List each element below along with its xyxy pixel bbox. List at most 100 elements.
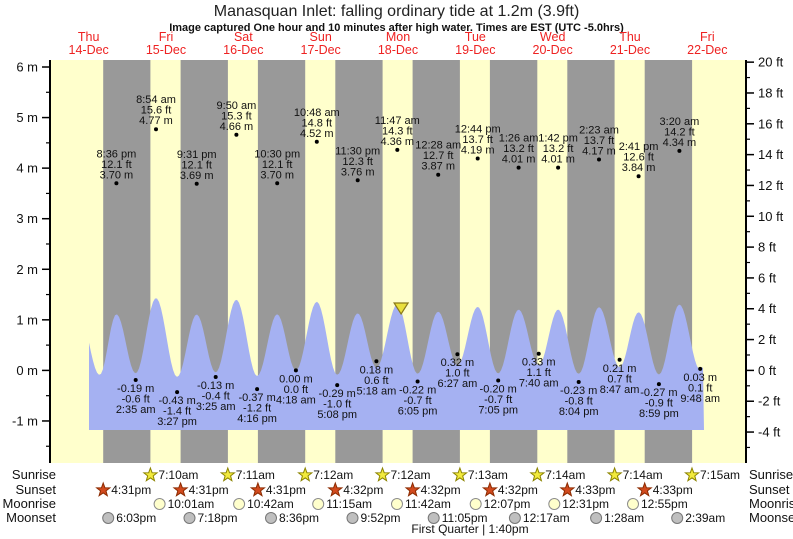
tide-annotation-line: 8:54 am	[136, 94, 176, 106]
tide-annotation-line: 12:28 am	[415, 140, 461, 152]
sunset-icon	[327, 481, 344, 497]
tide-annotation-line: 1:42 pm	[538, 133, 578, 145]
moonrise-icon	[548, 498, 561, 510]
moonrise-time: 11:42am	[405, 497, 451, 511]
tide-annotation-line: 1.1 ft	[526, 367, 550, 379]
sunrise-time: 7:14am	[545, 468, 585, 482]
left-axis-tick-label: 0 m	[16, 363, 38, 378]
day-date: 22-Dec	[687, 43, 727, 57]
day-date: 14-Dec	[69, 43, 109, 57]
tide-annotation-line: 11:47 am	[375, 115, 420, 127]
tide-annotation-line: 4.01 m	[502, 154, 536, 166]
left-axis-tick-label: 6 m	[16, 60, 38, 75]
sunset-time: 4:33pm	[575, 483, 615, 497]
sunrise-event: 7:12am	[297, 466, 353, 482]
day-date: 20-Dec	[533, 43, 573, 57]
moonset-event: 6:03pm	[102, 511, 156, 525]
tide-annotation-line: 3:27 pm	[157, 416, 197, 428]
tide-annotation-line: 4.34 m	[663, 137, 697, 149]
tide-annotation-low: 0.03 m0.1 ft9:48 am	[680, 366, 720, 405]
moonrise-event: 10:42am	[233, 497, 294, 511]
tide-point	[636, 174, 641, 179]
tide-annotation-line: -0.9 ft	[645, 398, 673, 410]
tide-annotation-line: -0.8 ft	[565, 396, 593, 408]
tide-point	[395, 147, 400, 152]
tide-annotation-line: 12.6 ft	[623, 152, 654, 164]
tide-annotation-low: -0.19 m-0.6 ft2:35 am	[116, 378, 156, 416]
moonrise-event: 12:55pm	[627, 497, 688, 511]
tide-point	[234, 132, 239, 137]
tide-point	[335, 383, 340, 388]
moonset-event: 7:18pm	[183, 511, 238, 525]
tide-annotation-line: 3.84 m	[622, 162, 656, 174]
moonrise-time: 10:01am	[168, 497, 215, 511]
tide-annotation-line: 4.19 m	[461, 145, 495, 157]
sunset-event: 4:33pm	[636, 481, 693, 497]
tide-annotation-low: -0.22 m-0.7 ft6:05 pm	[398, 379, 437, 418]
moonset-time: 7:18pm	[198, 511, 238, 525]
moonrise-event: 11:15am	[312, 497, 372, 511]
tide-point	[114, 181, 119, 186]
day-name: Sat	[234, 30, 253, 44]
tide-point	[255, 387, 260, 392]
tide-annotation-line: 8:04 pm	[559, 406, 599, 418]
sunrise-row-label-right: Sunrise	[749, 467, 793, 482]
tide-annotation-line: -0.19 m	[117, 383, 154, 395]
moonset-icon	[102, 512, 115, 524]
sunrise-row-label-left: Sunrise	[11, 467, 56, 482]
sunrise-time: 7:14am	[623, 468, 663, 482]
moonset-icon	[346, 512, 359, 524]
moonrise-event: 12:31pm	[548, 497, 609, 511]
tide-annotation-line: 13.7 ft	[462, 134, 493, 146]
tide-annotation-line: -0.37 m	[238, 392, 275, 404]
tide-annotation-low: -0.43 m-1.4 ft3:27 pm	[157, 390, 197, 428]
tide-annotation-line: -0.23 m	[560, 385, 597, 397]
tide-annotation-line: 12.1 ft	[181, 159, 212, 171]
sunrise-time: 7:15am	[700, 468, 740, 482]
tide-annotation-line: 4.17 m	[582, 146, 616, 158]
tide-annotation-line: 0.18 m	[360, 364, 394, 376]
moonset-time: 6:03pm	[116, 511, 156, 525]
sunset-event: 4:31pm	[249, 481, 306, 497]
moonset-row-label-right: Moonset	[749, 510, 793, 525]
moonset-icon	[590, 512, 603, 524]
tide-annotation-line: 6:27 am	[438, 378, 478, 390]
left-axis-tick-label: 3 m	[16, 211, 38, 226]
sunrise-time: 7:10am	[158, 468, 198, 482]
moonrise-icon	[233, 498, 246, 510]
axes: 6 m 5 m 4 m 3 m 2 m 1 m 0 m -1 m 20 ft 18 ft 16 ft…	[12, 55, 784, 463]
tide-annotation-line: 11:30 pm	[335, 145, 380, 157]
tide-point	[617, 357, 622, 362]
moonrise-time: 11:15am	[326, 497, 372, 511]
tide-annotation-line: 8:47 am	[600, 384, 640, 396]
left-axis-tick-label: 2 m	[16, 262, 38, 277]
tide-annotation-line: 0.6 ft	[364, 375, 388, 387]
tide-point	[374, 359, 379, 364]
tide-annotation-line: 3.69 m	[180, 170, 214, 182]
tide-annotation-line: 0.7 ft	[607, 373, 631, 385]
tide-annotation-line: 4.52 m	[300, 128, 334, 140]
tide-annotation-low: -0.20 m-0.7 ft7:05 pm	[478, 378, 518, 417]
tide-annotation-line: 4.77 m	[139, 115, 173, 127]
right-axis-tick-label: -2 ft	[758, 394, 781, 409]
tide-annotation-low: 0.18 m0.6 ft5:18 am	[357, 359, 396, 397]
moonset-time: 1:28am	[604, 511, 644, 525]
tide-point	[314, 139, 319, 144]
moonset-event: 2:39am	[671, 511, 725, 525]
tide-annotation-line: -1.2 ft	[243, 403, 271, 415]
sunrise-icon	[451, 466, 468, 482]
tide-point	[576, 380, 581, 384]
tide-point	[677, 148, 682, 153]
tide-annotation-line: 3.87 m	[421, 161, 455, 173]
tide-annotation-low: 0.33 m1.1 ft7:40 am	[519, 351, 559, 390]
day-date: 17-Dec	[301, 43, 341, 57]
tide-point	[194, 181, 199, 186]
tide-annotation-line: 12.1 ft	[262, 159, 293, 171]
